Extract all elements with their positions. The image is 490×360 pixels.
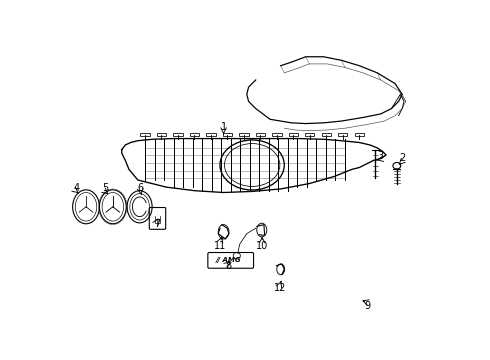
Bar <box>239 133 248 136</box>
Bar <box>140 133 149 136</box>
Text: 8: 8 <box>226 261 232 271</box>
Text: // AMG: // AMG <box>216 257 242 264</box>
Text: 7: 7 <box>154 219 161 229</box>
Bar <box>173 133 183 136</box>
Text: 11: 11 <box>214 241 226 251</box>
Bar <box>305 133 315 136</box>
Text: 3: 3 <box>378 151 384 161</box>
Text: 2: 2 <box>399 153 405 163</box>
Bar <box>338 133 347 136</box>
Bar <box>223 133 232 136</box>
Text: 4: 4 <box>74 183 79 193</box>
Text: 9: 9 <box>364 301 370 311</box>
Bar <box>272 133 282 136</box>
Bar <box>190 133 199 136</box>
Bar <box>355 133 364 136</box>
Bar <box>289 133 298 136</box>
Bar <box>256 133 265 136</box>
Text: 10: 10 <box>256 241 268 251</box>
Text: 6: 6 <box>138 183 144 193</box>
Text: 5: 5 <box>102 183 108 193</box>
Bar <box>157 133 166 136</box>
Text: 1: 1 <box>220 122 227 132</box>
Bar <box>206 133 216 136</box>
Bar <box>322 133 331 136</box>
Text: 12: 12 <box>274 283 286 293</box>
